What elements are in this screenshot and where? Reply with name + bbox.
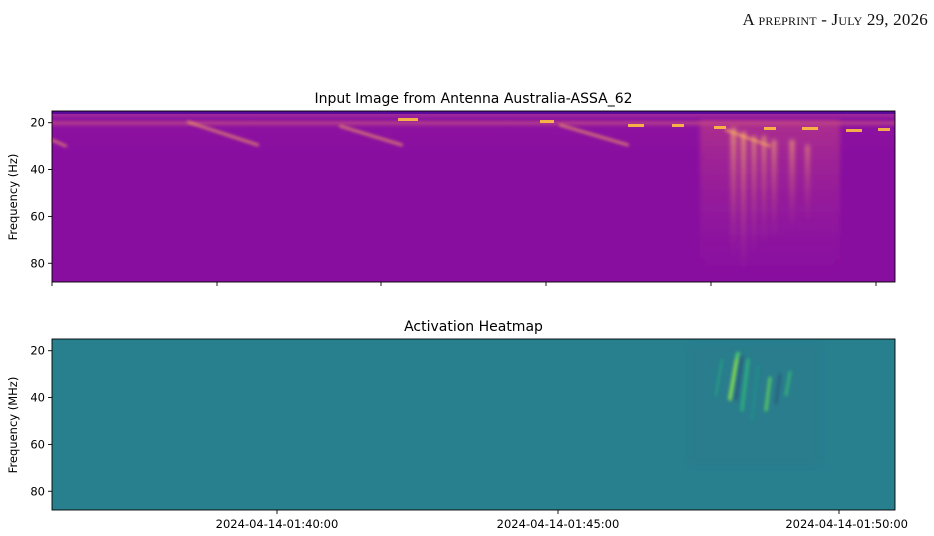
- input-carrier-dashes: [398, 118, 890, 132]
- input-panel: Input Image from Antenna Australia-ASSA_…: [6, 91, 896, 286]
- activation-y-tick-label: 40: [30, 391, 45, 405]
- input-x-axis: [51, 282, 877, 286]
- activation-y-tick-label: 80: [30, 484, 45, 498]
- input-drift-tracks: [51, 121, 771, 147]
- running-header: A preprint - July 29, 2026: [742, 10, 928, 29]
- input-burst-streaks: [731, 128, 809, 272]
- input-y-axis: 20 40 60 80: [30, 116, 52, 270]
- activation-shadows: [735, 355, 781, 405]
- input-panel-title: Input Image from Antenna Australia-ASSA_…: [314, 91, 632, 107]
- input-y-axis-label: Frequency (Hz): [6, 154, 20, 241]
- activation-y-tick-label: 60: [30, 437, 45, 451]
- activation-y-axis-label: Frequency (MHz): [6, 377, 20, 474]
- input-spectrogram: [51, 110, 896, 283]
- activation-hot-zone: [690, 345, 820, 465]
- activation-heatmap: [51, 338, 896, 511]
- activation-x-tick-label: 2024-04-14-01:40:00: [216, 517, 339, 531]
- input-top-edge: [52, 111, 895, 114]
- input-y-tick-label: 60: [30, 209, 45, 223]
- activation-frame: [51, 338, 896, 511]
- input-burst-zone: [700, 120, 840, 280]
- activation-y-tick-label: 20: [30, 344, 45, 358]
- activation-x-tick-label: 2024-04-14-01:50:00: [785, 517, 908, 531]
- input-y-tick-label: 40: [30, 163, 45, 177]
- activation-x-axis: 2024-04-14-01:40:00 2024-04-14-01:45:00 20…: [216, 510, 908, 531]
- input-frame: [51, 110, 896, 283]
- activation-y-axis: 20 40 60 80: [30, 344, 52, 498]
- activation-panel-title: Activation Heatmap: [404, 319, 543, 335]
- activation-x-tick-label: 2024-04-14-01:45:00: [497, 517, 620, 531]
- activation-panel: Activation Heatmap Frequency (MHz) 20 40 6…: [6, 319, 908, 531]
- input-y-tick-label: 20: [30, 116, 45, 130]
- activation-streaks: [715, 352, 792, 421]
- input-y-tick-label: 80: [30, 256, 45, 270]
